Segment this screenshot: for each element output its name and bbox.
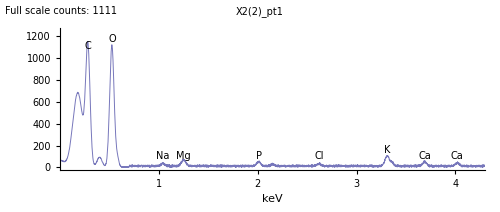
Text: Ca: Ca [451,151,464,161]
Text: Na: Na [156,151,170,161]
Text: Full scale counts: 1111: Full scale counts: 1111 [5,6,117,16]
Text: Ca: Ca [418,151,431,161]
Text: C: C [84,40,91,50]
Text: Mg: Mg [176,151,191,161]
Text: O: O [108,35,116,45]
Text: P: P [256,151,262,161]
Text: X2(2)_pt1: X2(2)_pt1 [236,6,284,17]
X-axis label: keV: keV [262,194,283,204]
Text: K: K [384,145,390,155]
Text: Cl: Cl [314,151,324,161]
